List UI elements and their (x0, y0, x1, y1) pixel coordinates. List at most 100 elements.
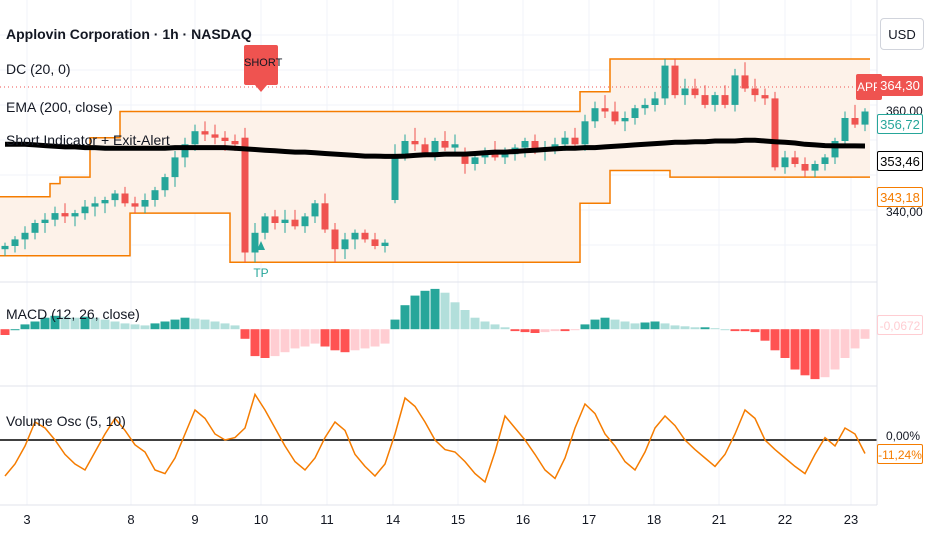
candle-body (161, 177, 169, 191)
time-tick: 11 (320, 512, 334, 527)
macd-bar (100, 319, 110, 330)
candle-body (271, 216, 279, 223)
candle-body (61, 213, 69, 217)
legend-short-indicator[interactable]: Short Indicator + Exit-Alert (6, 132, 170, 148)
macd-bar (60, 316, 70, 330)
macd-bar (460, 310, 470, 330)
candle-body (471, 157, 479, 164)
candle-body (241, 137, 249, 253)
macd-value-label: -0,0672 (877, 315, 923, 335)
candle (291, 209, 299, 230)
macd-bar (490, 324, 500, 330)
macd-bar (700, 327, 710, 330)
currency-button[interactable]: USD (880, 18, 924, 50)
candle-body (701, 95, 709, 105)
candle-body (861, 111, 869, 125)
candle-body (661, 65, 669, 99)
macd-bar (0, 329, 10, 335)
tp-signal-arrow (257, 241, 265, 250)
candle-body (151, 190, 159, 200)
candle (101, 196, 109, 214)
macd-bar (70, 317, 80, 330)
candle-body (451, 144, 459, 148)
candle-body (141, 200, 149, 207)
candle-body (651, 98, 659, 105)
candle-body (291, 219, 299, 227)
macd-bar (210, 321, 220, 330)
legend-dc[interactable]: DC (20, 0) (6, 61, 71, 77)
legend-ema[interactable]: EMA (200, close) (6, 99, 113, 115)
candle-body (811, 164, 819, 171)
candle (761, 88, 769, 105)
candle-body (21, 232, 29, 240)
macd-bar (600, 317, 610, 330)
short-signal-marker[interactable] (244, 45, 278, 92)
donchian-upper (0, 58, 870, 198)
macd-bar (420, 290, 430, 330)
candle (591, 101, 599, 128)
candle (441, 131, 449, 151)
candle (521, 137, 529, 158)
candle-body (581, 121, 589, 145)
candle (831, 137, 839, 164)
macd-bar (200, 319, 210, 330)
candle-body (181, 144, 189, 158)
candle-body (711, 95, 719, 105)
legend-volume-osc[interactable]: Volume Osc (5, 10) (6, 413, 126, 429)
candle-body (401, 141, 409, 155)
candle (731, 68, 739, 112)
macd-bar (230, 325, 240, 330)
legend-macd[interactable]: MACD (12, 26, close) (6, 306, 140, 322)
candle (351, 229, 359, 250)
candle-body (421, 144, 429, 155)
candle-body (281, 219, 289, 223)
candlesticks (1, 59, 869, 263)
candle-body (821, 157, 829, 164)
candle (701, 85, 709, 109)
candle (381, 239, 389, 253)
candle (121, 186, 129, 207)
candle-body (591, 108, 599, 122)
macd-bar (590, 319, 600, 330)
candle (371, 232, 379, 250)
candle-body (631, 108, 639, 118)
macd-bar (370, 329, 380, 347)
candle-body (81, 206, 89, 214)
macd-bar (360, 329, 370, 349)
candle-body (551, 144, 559, 148)
macd-bar (220, 323, 230, 330)
macd-bar (430, 288, 440, 330)
candle (111, 190, 119, 207)
macd-bar (830, 329, 840, 370)
candle-body (201, 131, 209, 135)
macd-bar (130, 324, 140, 330)
candle (311, 200, 319, 223)
macd-bar (380, 329, 390, 344)
macd-bar (580, 324, 590, 330)
candle-body (571, 137, 579, 145)
candle (601, 95, 609, 119)
macd-bar (90, 317, 100, 330)
candle-body (691, 88, 699, 96)
macd-bar (780, 329, 790, 358)
macd-bar (720, 329, 730, 331)
candle-body (111, 193, 119, 201)
macd-bar (150, 323, 160, 330)
candle-body (131, 203, 139, 207)
candle (791, 150, 799, 168)
symbol-title[interactable]: Applovin Corporation · 1h · NASDAQ (6, 26, 252, 42)
candle (681, 78, 689, 105)
candle (151, 186, 159, 207)
candle-body (361, 232, 369, 240)
donchian-lower (0, 169, 870, 264)
candle (91, 196, 99, 217)
candle (141, 193, 149, 214)
macd-bar (350, 329, 360, 351)
candle-body (41, 219, 49, 223)
macd-bar (480, 321, 490, 330)
candle (341, 232, 349, 260)
macd-bar (800, 329, 810, 376)
candle-body (841, 118, 849, 141)
candle-body (791, 157, 799, 164)
